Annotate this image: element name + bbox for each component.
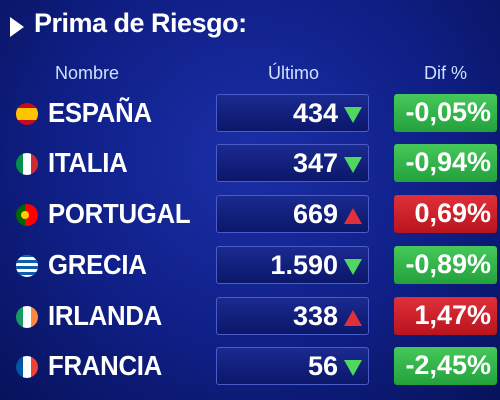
change-box: -0,05% bbox=[394, 94, 497, 132]
country-name: ITALIA bbox=[48, 147, 128, 178]
change-box: -0,89% bbox=[394, 246, 497, 284]
title-arrow bbox=[10, 17, 24, 37]
row: IRLANDA 338 1,47% bbox=[0, 296, 500, 338]
country-name: ESPAÑA bbox=[48, 97, 152, 128]
value-box: 669 bbox=[216, 195, 369, 233]
value-box: 347 bbox=[216, 144, 369, 182]
value: 434 bbox=[292, 98, 338, 128]
row: ITALIA 347 -0,94% bbox=[0, 143, 500, 185]
change: -0,05% bbox=[405, 97, 491, 127]
flag bbox=[16, 356, 38, 378]
country-name: PORTUGAL bbox=[48, 198, 191, 229]
country-name: GRECIA bbox=[48, 249, 147, 280]
title: Prima de Riesgo: bbox=[34, 8, 247, 38]
flag bbox=[16, 306, 38, 328]
down-arrow bbox=[344, 157, 362, 173]
row: PORTUGAL 669 0,69% bbox=[0, 194, 500, 236]
value: 669 bbox=[292, 199, 338, 229]
change: -2,45% bbox=[405, 350, 491, 380]
column-header: Último bbox=[268, 63, 320, 83]
flag bbox=[16, 255, 38, 277]
value: 347 bbox=[292, 148, 338, 178]
country-name: IRLANDA bbox=[48, 300, 162, 331]
change-box: 1,47% bbox=[394, 297, 497, 335]
change: -0,94% bbox=[405, 147, 491, 177]
change: 0,69% bbox=[414, 198, 491, 228]
row: GRECIA 1.590 -0,89% bbox=[0, 245, 500, 287]
change: -0,89% bbox=[405, 249, 491, 279]
column-header: Dif % bbox=[424, 63, 468, 83]
down-arrow bbox=[344, 360, 362, 376]
flag bbox=[16, 153, 38, 175]
down-arrow bbox=[344, 107, 362, 123]
value-box: 338 bbox=[216, 297, 369, 335]
change: 1,47% bbox=[414, 300, 491, 330]
change-box: 0,69% bbox=[394, 195, 497, 233]
row: ESPAÑA 434 -0,05% bbox=[0, 93, 500, 135]
value: 338 bbox=[292, 301, 338, 331]
down-arrow bbox=[344, 259, 362, 275]
value: 1.590 bbox=[270, 250, 338, 280]
country-name: FRANCIA bbox=[48, 350, 162, 381]
value: 56 bbox=[307, 351, 338, 381]
value-box: 56 bbox=[216, 347, 369, 385]
row: FRANCIA 56 -2,45% bbox=[0, 346, 500, 388]
up-arrow bbox=[344, 310, 362, 326]
value-box: 1.590 bbox=[216, 246, 369, 284]
up-arrow bbox=[344, 208, 362, 224]
change-box: -2,45% bbox=[394, 347, 497, 385]
flag bbox=[16, 204, 38, 226]
column-header: Nombre bbox=[55, 63, 120, 83]
change-box: -0,94% bbox=[394, 144, 497, 182]
flag bbox=[16, 103, 38, 125]
value-box: 434 bbox=[216, 94, 369, 132]
